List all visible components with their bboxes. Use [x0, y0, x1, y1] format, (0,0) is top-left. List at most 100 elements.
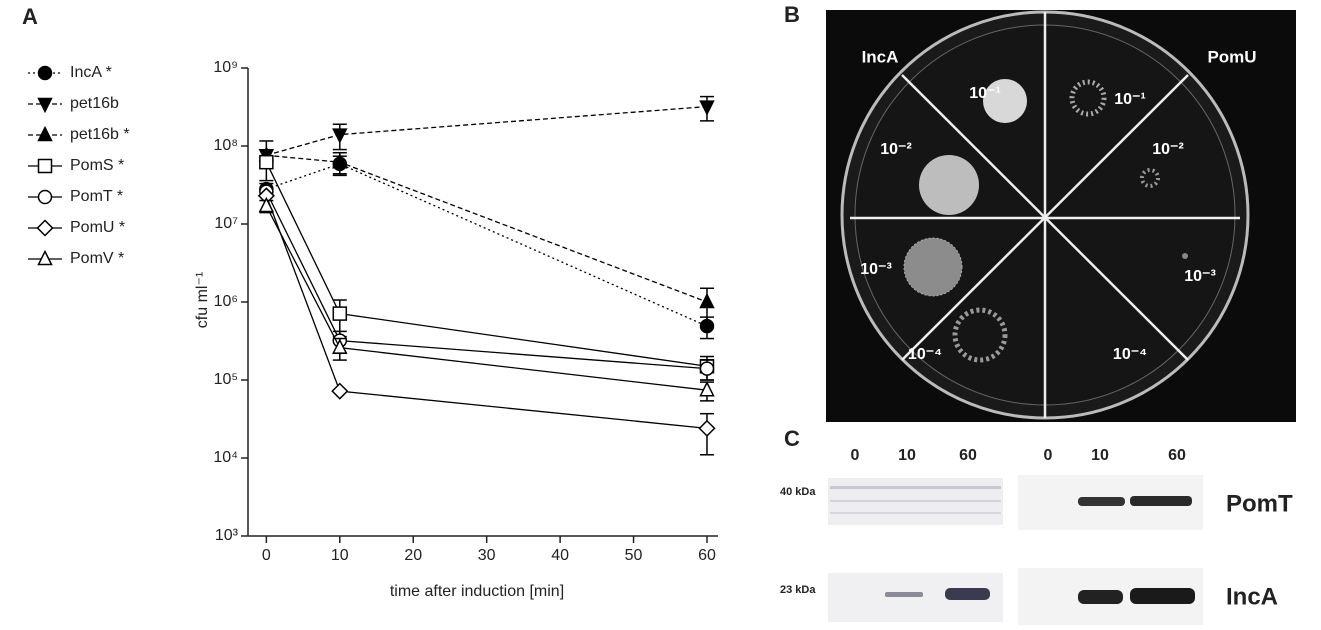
- y-tick-label: 10⁵: [214, 371, 238, 388]
- dilution-label: 10⁻²: [880, 141, 912, 158]
- x-axis-label: time after induction [min]: [390, 583, 564, 600]
- y-tick-label: 10⁷: [214, 215, 238, 232]
- band: [1078, 590, 1123, 604]
- series-line: [265, 161, 708, 367]
- marker: [699, 100, 715, 116]
- legend-item: pet16b *: [28, 125, 130, 143]
- lane-label: 60: [959, 447, 977, 464]
- x-tick-label: 40: [551, 547, 569, 564]
- marker: [36, 219, 54, 237]
- marker: [699, 292, 715, 309]
- colony-spot: [1140, 168, 1160, 188]
- legend-item: PomV *: [28, 249, 124, 267]
- x-tick-label: 10: [331, 547, 349, 564]
- y-tick-label: 10⁸: [213, 137, 238, 154]
- marker: [698, 419, 716, 437]
- petri-dish-photo: IncA PomU 10⁻¹ 10⁻² 10⁻³ 10⁻⁴ 10⁻¹ 10⁻² …: [826, 10, 1296, 422]
- blot-images: [828, 475, 1203, 625]
- marker: [332, 306, 348, 321]
- marker: [332, 128, 348, 144]
- y-axis-label: cfu ml⁻¹: [194, 272, 211, 328]
- legend-label: PomV *: [70, 250, 124, 267]
- band: [1130, 588, 1195, 604]
- dilution-label: 10⁻¹: [969, 85, 1001, 102]
- series-line: [265, 195, 708, 429]
- x-tick-label: 0: [262, 547, 271, 564]
- legend-label: PomU *: [70, 219, 125, 236]
- sector-label: PomU: [1207, 47, 1256, 66]
- x-tick-label: 50: [625, 547, 643, 564]
- lane-label: 0: [1044, 447, 1053, 464]
- lane-label: 10: [898, 447, 916, 464]
- marker: [37, 65, 53, 81]
- band: [1130, 496, 1192, 506]
- dilution-label: 10⁻¹: [1114, 91, 1146, 108]
- divider: [901, 74, 1189, 361]
- x-tick-label: 20: [404, 547, 422, 564]
- band: [830, 512, 1001, 514]
- colony-spot: [903, 237, 963, 297]
- legend-label: pet16b: [70, 95, 119, 112]
- lane-label: 0: [851, 447, 860, 464]
- dilution-label: 10⁻²: [1152, 141, 1184, 158]
- lane-label: 60: [1168, 447, 1186, 464]
- y-tick-label: 10³: [215, 527, 239, 544]
- lane-label: 10: [1091, 447, 1109, 464]
- marker: [699, 361, 715, 376]
- y-tick-label: 10⁴: [213, 449, 238, 466]
- marker: [699, 381, 715, 397]
- legend-label: PomS *: [70, 157, 124, 174]
- legend-label: PomT *: [70, 188, 123, 205]
- protein-label: PomT: [1226, 490, 1293, 517]
- marker: [37, 249, 53, 266]
- band: [885, 592, 923, 597]
- series-line: [266, 163, 708, 327]
- line-chart: 10³ 10⁴ 10⁵ 10⁶ 10⁷ 10⁸ 10⁹ 0 10 20 30 40 50 60 IncA *…: [28, 59, 718, 564]
- protein-label: IncA: [1226, 583, 1278, 610]
- series-line: [266, 154, 708, 303]
- sector-label: IncA: [862, 47, 899, 66]
- marker: [332, 153, 348, 169]
- colony-spot: [952, 307, 1008, 363]
- x-tick-label: 60: [698, 547, 716, 564]
- band: [1078, 497, 1125, 506]
- x-tick-label: 30: [478, 547, 496, 564]
- marker: [37, 125, 53, 142]
- dilution-label: 10⁻³: [1184, 268, 1216, 285]
- panel-label: C: [784, 426, 800, 451]
- marker: [331, 382, 349, 400]
- legend-item: PomU *: [28, 219, 125, 237]
- legend-label: pet16b *: [70, 126, 130, 143]
- legend-item: PomT *: [28, 188, 123, 205]
- colony-spot: [1182, 253, 1188, 259]
- series-line: [266, 105, 708, 156]
- marker: [258, 196, 275, 213]
- dilution-label: 10⁻³: [860, 261, 892, 278]
- colony-spot: [919, 155, 979, 215]
- marker: [37, 158, 53, 174]
- panel-label: B: [784, 2, 800, 27]
- panel-label: A: [22, 4, 38, 29]
- series-line: [265, 191, 708, 370]
- marker: [37, 189, 53, 205]
- size-marker: 23 kDa: [780, 584, 816, 596]
- y-tick-label: 10⁶: [214, 293, 238, 310]
- marker: [37, 97, 53, 114]
- colony-spot: [1069, 79, 1107, 117]
- marker: [332, 338, 348, 354]
- dilution-label: 10⁻⁴: [908, 346, 942, 363]
- band: [830, 500, 1001, 502]
- size-marker: 40 kDa: [780, 486, 816, 498]
- legend-item: PomS *: [28, 157, 124, 174]
- y-tick-label: 10⁹: [213, 59, 238, 76]
- marker: [259, 154, 274, 170]
- lane-labels: 0 10 60 0 10 60: [851, 447, 1186, 464]
- band: [945, 588, 990, 600]
- legend-item: IncA *: [28, 64, 112, 81]
- band: [830, 486, 1001, 489]
- legend-item: pet16b: [28, 95, 119, 114]
- colony-spot: [983, 79, 1027, 123]
- dilution-label: 10⁻⁴: [1113, 346, 1147, 363]
- legend-label: IncA *: [70, 64, 112, 81]
